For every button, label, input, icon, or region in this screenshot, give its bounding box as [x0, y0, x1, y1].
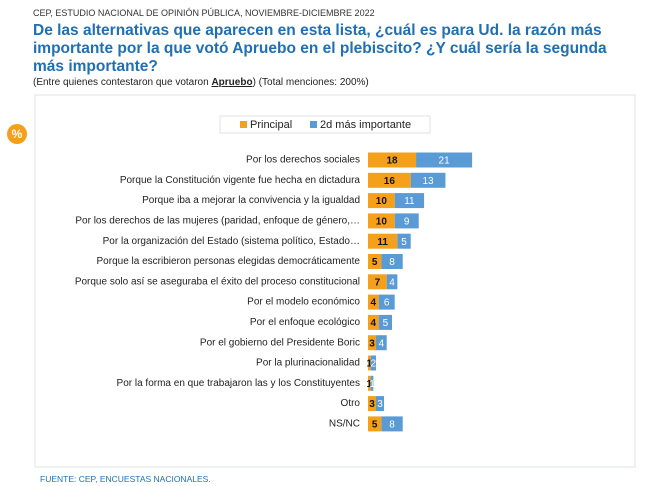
value-label: 3: [369, 399, 375, 410]
value-label: 5: [401, 237, 407, 248]
bar-segment: [397, 233, 411, 249]
value-label: 5: [372, 257, 378, 268]
bar-segment: [370, 355, 377, 371]
value-label: 4: [371, 298, 377, 309]
value-label: 11: [404, 196, 415, 207]
y-tick-label: Por los derechos de las mujeres (paridad…: [75, 216, 360, 227]
bar-segment: [368, 213, 395, 229]
legend-label: 2d más importante: [320, 119, 411, 131]
y-tick-label: Por el gobierno del Presidente Boric: [200, 337, 360, 348]
bar-segment: [368, 254, 382, 269]
bar-segment: [394, 213, 419, 229]
bar-segment: [368, 355, 371, 371]
header: CEP, ESTUDIO NACIONAL DE OPINIÓN PÚBLICA…: [33, 8, 375, 18]
y-tick-label: Porque iba a mejorar la convivencia y la…: [142, 195, 360, 206]
value-label: 4: [389, 277, 395, 288]
value-label: 9: [404, 217, 410, 228]
bar-segment: [368, 375, 371, 391]
legend-swatch: [310, 121, 317, 128]
value-label: 10: [376, 196, 388, 207]
y-tick-label: Por el enfoque ecológico: [250, 317, 361, 328]
bar-segment: [410, 172, 446, 188]
bar-segment: [368, 193, 395, 209]
subtitle-text: (Entre quienes contestaron que votaron: [33, 77, 212, 88]
bar-segment: [376, 396, 385, 412]
value-label: 5: [372, 420, 378, 431]
value-label: 5: [383, 318, 389, 329]
y-tick-label: Por la organización del Estado (sistema …: [103, 236, 360, 247]
value-label: 6: [384, 298, 390, 309]
value-label: 3: [369, 338, 375, 349]
bar-segment: [376, 335, 387, 351]
bar-segment: [416, 152, 473, 168]
value-label: 7: [375, 277, 381, 288]
bar-segment: [378, 294, 395, 310]
bar-segment: [368, 172, 411, 188]
bar-segment: [368, 152, 417, 168]
chart-panel: [34, 94, 636, 468]
value-label: 1: [367, 379, 373, 390]
bar-segment: [381, 254, 403, 269]
y-tick-label: Porque la escribieron personas elegidas …: [97, 256, 361, 267]
bar-segment: [368, 335, 377, 351]
percent-badge: %: [7, 124, 27, 144]
bar-segment: [381, 416, 403, 432]
y-tick-label: Por el modelo económico: [247, 297, 360, 308]
value-label: 18: [386, 156, 398, 167]
y-tick-label: NS/NC: [329, 419, 360, 430]
legend-swatch: [240, 121, 247, 128]
bar-segment: [370, 375, 374, 391]
subtitle: (Entre quienes contestaron que votaron A…: [33, 77, 369, 88]
value-label: 1: [369, 379, 375, 390]
y-tick-label: Otro: [341, 398, 361, 409]
value-label: 11: [377, 237, 388, 248]
y-tick-label: Por los derechos sociales: [246, 155, 360, 166]
bar-segment: [368, 294, 379, 310]
value-label: 4: [379, 338, 385, 349]
value-label: 2: [371, 359, 377, 370]
bar-segment: [368, 314, 379, 330]
y-tick-label: Porque la Constitución vigente fue hecha…: [120, 175, 361, 186]
y-tick-label: Por la plurinacionalidad: [256, 358, 360, 369]
value-label: 8: [389, 420, 395, 431]
chart-title: De las alternativas que aparecen en esta…: [33, 22, 607, 75]
value-label: 1: [367, 359, 373, 370]
y-tick-label: Porque solo así se aseguraba el éxito de…: [75, 276, 360, 287]
subtitle-emphasis: Apruebo: [211, 77, 253, 88]
bar-segment: [368, 233, 398, 249]
value-label: 3: [377, 399, 383, 410]
bar-segment: [378, 314, 393, 330]
value-label: 13: [423, 176, 435, 187]
legend-label: Principal: [250, 119, 292, 131]
footer: FUENTE: CEP, ENCUESTAS NACIONALES.: [40, 474, 211, 484]
bar-segment: [386, 274, 398, 290]
y-tick-label: Por la forma en que trabajaron las y los…: [117, 378, 360, 389]
bar-segment: [368, 416, 382, 432]
value-label: 16: [384, 176, 396, 187]
value-label: 10: [376, 217, 388, 228]
bar-segment: [368, 396, 377, 412]
subtitle-text: ) (Total menciones: 200%): [252, 77, 369, 88]
value-label: 21: [439, 156, 451, 167]
bar-segment: [368, 274, 387, 290]
bar-segment: [394, 193, 425, 209]
value-label: 4: [371, 318, 377, 329]
legend-box: [219, 115, 431, 134]
value-label: 8: [389, 257, 395, 268]
